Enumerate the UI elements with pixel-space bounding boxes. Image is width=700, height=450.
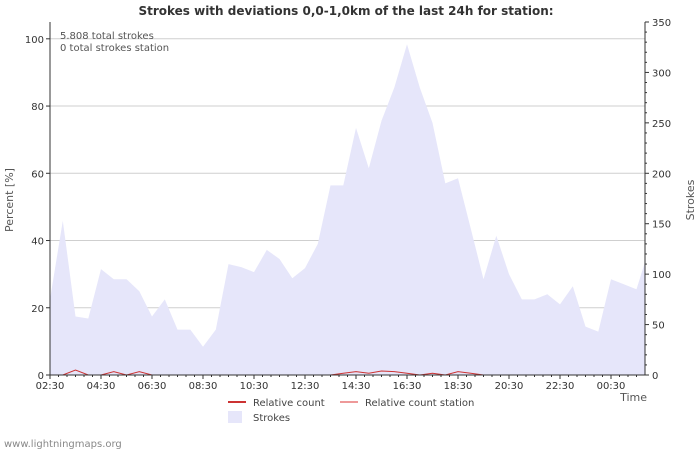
- footer-credit: www.lightningmaps.org: [4, 439, 122, 450]
- y-tick-label-right-250: 250: [652, 119, 671, 130]
- y-tick-label-left-80: 80: [31, 102, 44, 113]
- x-tick-label-10:30: 10:30: [240, 381, 269, 392]
- legend: Relative count Relative count station St…: [228, 398, 474, 424]
- x-tick-label-08:30: 08:30: [189, 381, 218, 392]
- x-tick-label-16:30: 16:30: [393, 381, 422, 392]
- series-area-strokes: [50, 44, 645, 375]
- y-tick-label-left-0: 0: [38, 371, 44, 382]
- x-tick-label-22:30: 22:30: [546, 381, 575, 392]
- y-axis-left-label: Percent [%]: [3, 168, 16, 232]
- x-tick-label-06:30: 06:30: [138, 381, 167, 392]
- y-tick-label-right-0: 0: [652, 371, 658, 382]
- y-tick-label-right-100: 100: [652, 270, 671, 281]
- area-layer: [49, 44, 646, 375]
- annotation-total-strokes: 5.808 total strokes: [60, 31, 154, 42]
- y-tick-label-right-200: 200: [652, 169, 671, 180]
- chart-title: Strokes with deviations 0,0-1,0km of the…: [138, 4, 553, 18]
- y-tick-label-left-40: 40: [31, 237, 44, 248]
- x-tick-label-12:30: 12:30: [291, 381, 320, 392]
- y-tick-label-right-300: 300: [652, 68, 671, 79]
- x-axis-label: Time: [619, 391, 647, 404]
- y-tick-label-left-20: 20: [31, 304, 44, 315]
- x-tick-label-00:30: 00:30: [597, 381, 626, 392]
- tick-layer: 0 20 40 60 80 100 0 50 100 150 200 250 300 350 02:30 04…: [25, 18, 671, 392]
- x-tick-label-18:30: 18:30: [444, 381, 473, 392]
- y-tick-label-right-50: 50: [652, 321, 665, 332]
- y-tick-label-left-100: 100: [25, 35, 44, 46]
- legend-label-relative-count-station: Relative count station: [365, 398, 474, 409]
- y-tick-label-right-150: 150: [652, 220, 671, 231]
- y-tick-label-right-350: 350: [652, 18, 671, 29]
- legend-swatch-strokes: [228, 411, 242, 423]
- x-tick-label-14:30: 14:30: [342, 381, 371, 392]
- x-tick-label-20:30: 20:30: [495, 381, 524, 392]
- x-tick-label-02:30: 02:30: [36, 381, 65, 392]
- y-tick-label-left-60: 60: [31, 169, 44, 180]
- x-tick-label-04:30: 04:30: [87, 381, 116, 392]
- annotation-total-strokes-station: 0 total strokes station: [60, 43, 169, 54]
- legend-label-strokes: Strokes: [253, 413, 290, 424]
- y-axis-right-label: Strokes: [684, 179, 697, 220]
- legend-label-relative-count: Relative count: [253, 398, 325, 409]
